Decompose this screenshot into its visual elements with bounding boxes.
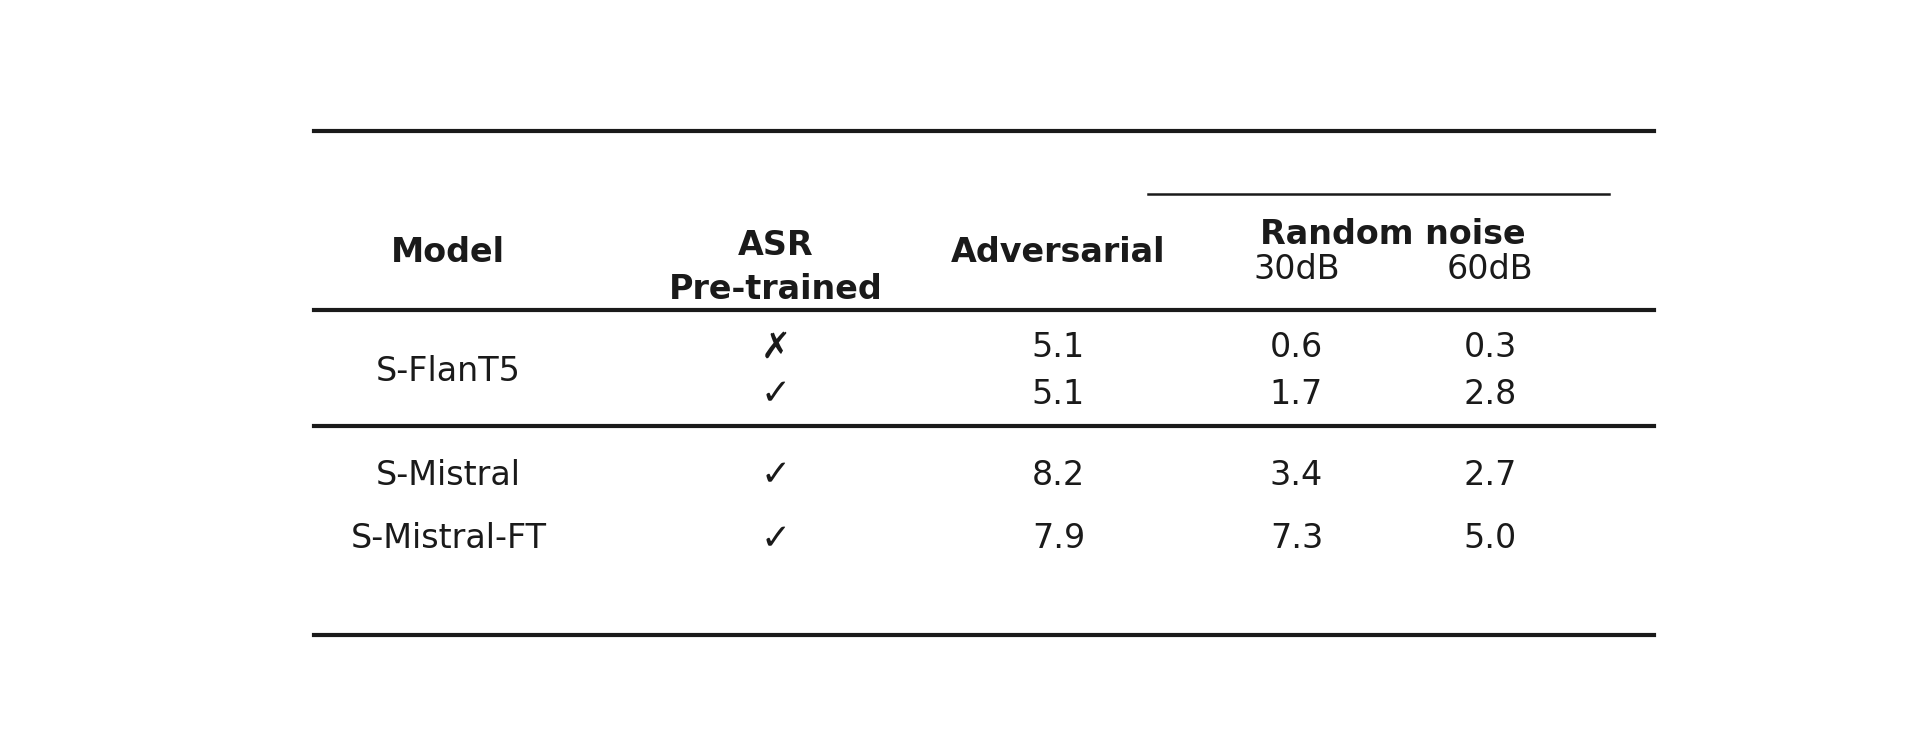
Text: ✗: ✗	[760, 331, 791, 365]
Text: 2.7: 2.7	[1463, 459, 1517, 492]
Text: 0.6: 0.6	[1269, 332, 1323, 365]
Text: 60dB: 60dB	[1446, 253, 1534, 287]
Text: 5.1: 5.1	[1031, 332, 1085, 365]
Text: 5.0: 5.0	[1463, 523, 1517, 556]
Text: ASR
Pre-trained: ASR Pre-trained	[668, 229, 883, 305]
Text: 1.7: 1.7	[1269, 378, 1323, 411]
Text: S-Mistral-FT: S-Mistral-FT	[349, 523, 547, 556]
Text: 7.3: 7.3	[1269, 523, 1323, 556]
Text: Random noise: Random noise	[1260, 219, 1526, 251]
Text: 7.9: 7.9	[1031, 523, 1085, 556]
Text: S-Mistral: S-Mistral	[376, 459, 520, 492]
Text: 3.4: 3.4	[1269, 459, 1323, 492]
Text: S-FlanT5: S-FlanT5	[376, 355, 520, 387]
Text: ✓: ✓	[760, 378, 791, 411]
Text: 5.1: 5.1	[1031, 378, 1085, 411]
Text: 30dB: 30dB	[1254, 253, 1340, 287]
Text: ✓: ✓	[760, 522, 791, 556]
Text: Model: Model	[392, 236, 505, 269]
Text: Adversarial: Adversarial	[950, 236, 1165, 269]
Text: 0.3: 0.3	[1463, 332, 1517, 365]
Text: 8.2: 8.2	[1031, 459, 1085, 492]
Text: ✓: ✓	[760, 458, 791, 493]
Text: 2.8: 2.8	[1463, 378, 1517, 411]
